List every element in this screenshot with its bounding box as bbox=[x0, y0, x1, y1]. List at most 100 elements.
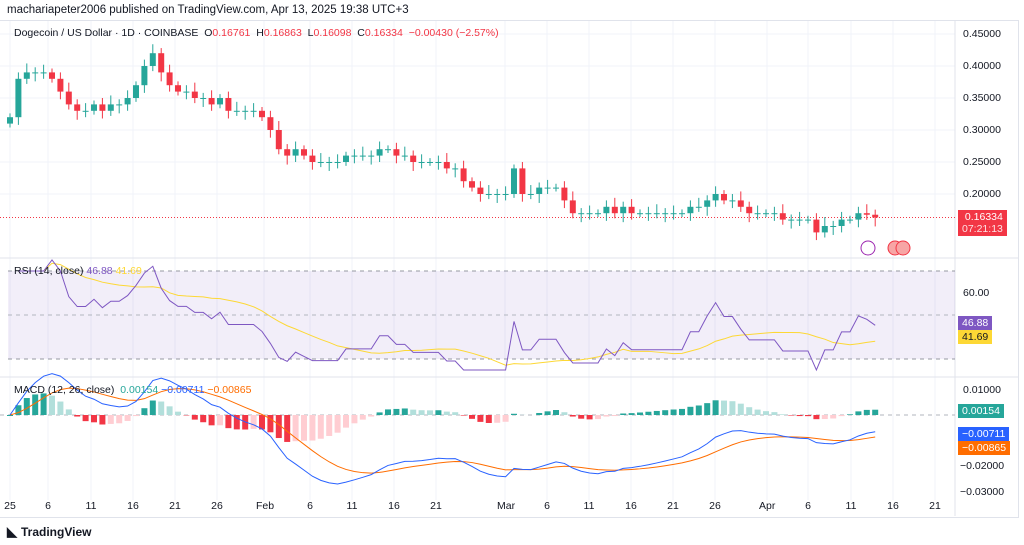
low-label: L bbox=[307, 27, 314, 39]
macd-histogram-bar bbox=[477, 415, 484, 422]
candle bbox=[418, 162, 425, 163]
candle bbox=[166, 72, 173, 86]
close-value: 0.16334 bbox=[364, 27, 403, 39]
rsi-title[interactable]: RSI (14, close) bbox=[14, 265, 84, 277]
macd-histogram-bar bbox=[141, 408, 148, 415]
candle bbox=[208, 98, 215, 105]
macd-value: −0.00711 bbox=[161, 384, 205, 396]
time-tick: 6 bbox=[45, 500, 51, 512]
candle bbox=[746, 206, 753, 214]
candle bbox=[586, 213, 593, 215]
candle bbox=[49, 72, 55, 79]
macd-histogram-bar bbox=[32, 394, 39, 415]
macd-histogram-bar bbox=[317, 415, 324, 439]
time-tick: 21 bbox=[929, 500, 941, 512]
macd-histogram-bar bbox=[670, 409, 677, 415]
macd-line bbox=[9, 373, 876, 485]
candle bbox=[91, 104, 97, 111]
macd-histogram-bar bbox=[586, 415, 593, 420]
candle bbox=[477, 187, 484, 194]
tradingview-logo: ◣ TradingView bbox=[7, 524, 91, 540]
macd-histogram-bar bbox=[603, 415, 610, 417]
candle bbox=[443, 162, 450, 169]
macd-histogram-bar bbox=[863, 409, 870, 415]
candle bbox=[536, 187, 543, 194]
macd-histogram-bar bbox=[452, 412, 459, 415]
lightning-event-icon bbox=[860, 240, 876, 256]
price-tick: 0.30000 bbox=[963, 124, 1001, 136]
macd-histogram-bar bbox=[485, 415, 492, 423]
candle bbox=[175, 85, 181, 92]
candle bbox=[838, 219, 845, 226]
macd-histogram-bar bbox=[754, 409, 761, 415]
candle bbox=[721, 194, 727, 201]
time-tick: 11 bbox=[346, 500, 358, 512]
macd-histogram-bar bbox=[57, 401, 64, 415]
time-tick: Feb bbox=[256, 500, 275, 512]
macd-histogram-bar bbox=[191, 415, 198, 420]
candle bbox=[267, 117, 274, 130]
macd-title[interactable]: MACD (12, 26, close) bbox=[14, 384, 115, 396]
candle bbox=[158, 53, 165, 73]
time-tick: Apr bbox=[759, 500, 776, 512]
macd-histogram-bar bbox=[82, 415, 89, 422]
macd-histogram-bar bbox=[267, 415, 274, 433]
candle bbox=[821, 226, 828, 233]
candle bbox=[847, 219, 853, 221]
macd-histogram-bar bbox=[779, 414, 786, 415]
macd-histogram-bar bbox=[250, 415, 257, 429]
candle bbox=[107, 104, 114, 111]
macd-legend: MACD (12, 26, close) 0.00154 −0.00711 −0… bbox=[14, 384, 251, 396]
candle bbox=[687, 206, 694, 214]
candle bbox=[183, 91, 190, 93]
macd-histogram-bar bbox=[284, 415, 291, 442]
candle bbox=[485, 194, 492, 195]
candle bbox=[124, 98, 131, 105]
candle bbox=[292, 149, 299, 156]
macd-histogram-bar bbox=[502, 415, 509, 422]
candle bbox=[368, 155, 375, 157]
macd-histogram-bar bbox=[443, 411, 450, 415]
rsi-ma-label: 41.69 bbox=[958, 330, 993, 344]
candle bbox=[771, 213, 778, 215]
time-tick: 16 bbox=[625, 500, 637, 512]
candle bbox=[385, 149, 391, 151]
candle bbox=[653, 213, 660, 215]
symbol-title[interactable]: Dogecoin / US Dollar · 1D · COINBASE bbox=[14, 27, 199, 39]
macd-histogram-bar bbox=[200, 415, 207, 423]
candle bbox=[359, 155, 366, 157]
candle bbox=[872, 214, 879, 218]
last-price-value: 0.16334 bbox=[964, 211, 1003, 223]
candle bbox=[32, 72, 39, 74]
candle bbox=[502, 194, 509, 195]
publisher-line: machariapeter2006 published on TradingVi… bbox=[7, 4, 409, 16]
candle bbox=[15, 78, 22, 118]
macd-histogram-bar bbox=[469, 415, 475, 419]
candle bbox=[527, 194, 534, 195]
time-tick: 11 bbox=[85, 500, 97, 512]
macd-histogram-bar bbox=[368, 415, 375, 417]
bar-countdown: 07:21:13 bbox=[962, 223, 1003, 235]
price-tick: 0.45000 bbox=[963, 28, 1001, 40]
open-value: 0.16761 bbox=[212, 27, 251, 39]
macd-tick: −0.02000 bbox=[960, 460, 1005, 472]
macd-histogram-bar bbox=[704, 403, 711, 415]
candle bbox=[351, 155, 358, 157]
macd-histogram-bar bbox=[511, 413, 517, 415]
macd-histogram-bar bbox=[821, 415, 828, 420]
macd-histogram-bar bbox=[99, 415, 106, 425]
macd-histogram-bar bbox=[737, 403, 744, 415]
candle bbox=[242, 110, 249, 112]
time-tick: 11 bbox=[845, 500, 857, 512]
candle bbox=[855, 213, 862, 220]
open-label: O bbox=[204, 27, 213, 39]
macd-histogram-bar bbox=[561, 412, 568, 415]
time-tick: 6 bbox=[805, 500, 811, 512]
macd-histogram-bar bbox=[301, 415, 307, 441]
time-tick: 6 bbox=[307, 500, 313, 512]
candle bbox=[116, 104, 123, 106]
candle bbox=[863, 213, 870, 215]
candle bbox=[326, 162, 333, 163]
macd-histogram-bar bbox=[460, 415, 467, 416]
